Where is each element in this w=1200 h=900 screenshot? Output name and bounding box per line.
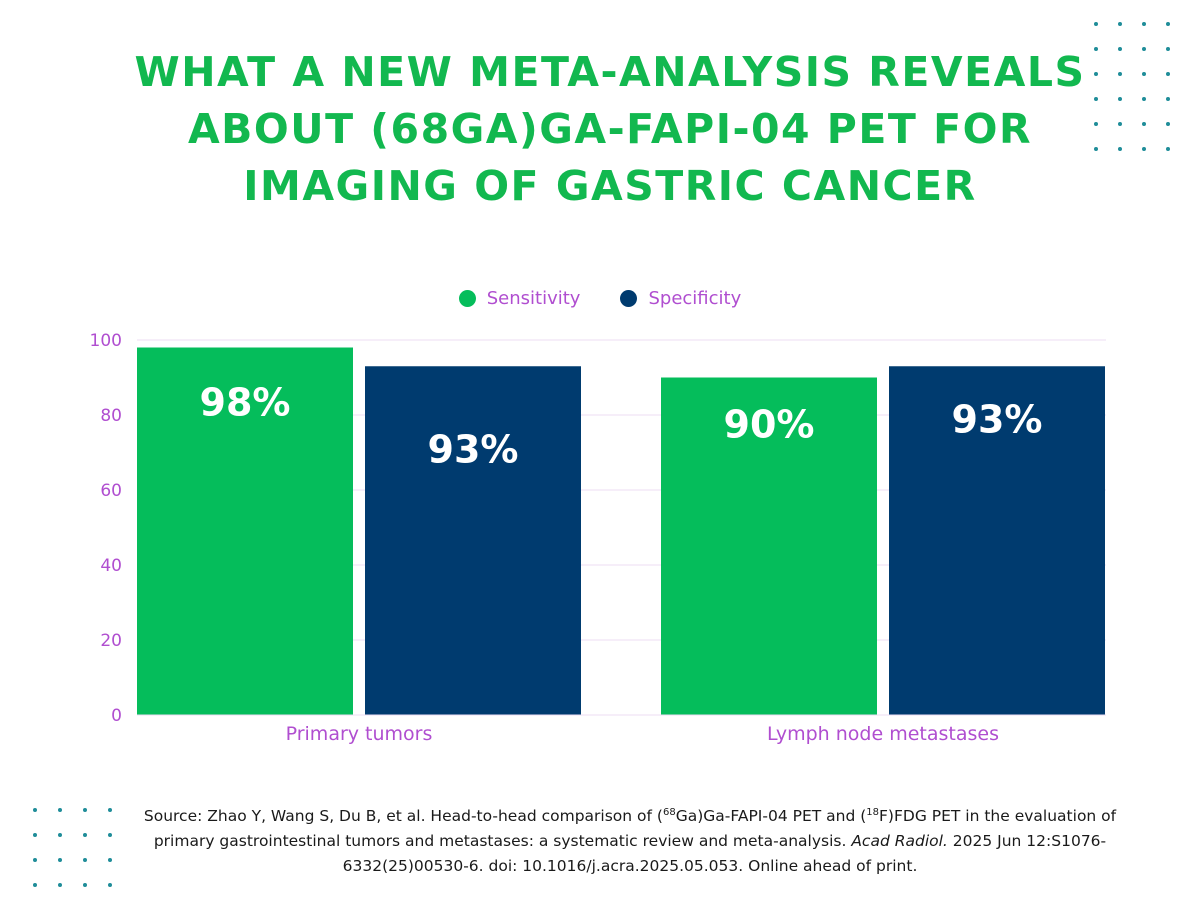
bar-specificity <box>889 366 1105 715</box>
y-tick-label: 80 <box>100 406 122 426</box>
source-sup-68: 68 <box>662 807 676 818</box>
decorative-dot <box>83 858 87 862</box>
decorative-dot <box>58 858 62 862</box>
x-category-label: Lymph node metastases <box>767 723 999 745</box>
bar-sensitivity <box>661 377 877 715</box>
decorative-dot <box>33 858 37 862</box>
decorative-dot <box>108 858 112 862</box>
decorative-dot-grid-top-right <box>1094 22 1170 151</box>
decorative-dot <box>1142 47 1146 51</box>
decorative-dot <box>108 883 112 887</box>
page-title: WHAT A NEW META-ANALYSIS REVEALS ABOUT (… <box>134 48 1086 210</box>
decorative-dot <box>1166 97 1170 101</box>
decorative-dot <box>33 883 37 887</box>
decorative-dot <box>1118 47 1122 51</box>
y-tick-label: 20 <box>100 631 122 651</box>
source-mid-1: Ga)Ga-FAPI-04 PET and ( <box>675 807 867 826</box>
source-sup-18: 18 <box>866 807 880 818</box>
y-tick-label: 60 <box>100 481 122 501</box>
data-label: 90% <box>724 403 815 447</box>
decorative-dot <box>58 883 62 887</box>
bar-sensitivity <box>137 347 353 715</box>
y-tick-label: 40 <box>100 556 122 576</box>
chart-legend: Sensitivity Specificity <box>0 288 1200 309</box>
decorative-dot <box>1094 122 1098 126</box>
legend-label-sensitivity: Sensitivity <box>486 288 581 309</box>
legend-label-specificity: Specificity <box>648 288 742 309</box>
data-label: 93% <box>952 397 1043 441</box>
bar-specificity <box>365 366 581 715</box>
decorative-dot <box>58 833 62 837</box>
decorative-dot <box>1166 22 1170 26</box>
data-label: 98% <box>200 381 291 425</box>
y-tick-label: 0 <box>111 706 122 726</box>
source-suffix: 2025 Jun 12:S1076-6332(25)00530-6. doi: … <box>342 832 1107 876</box>
decorative-dot <box>1118 97 1122 101</box>
decorative-dot <box>58 808 62 812</box>
decorative-dot <box>108 808 112 812</box>
legend-swatch-sensitivity-icon <box>458 290 476 307</box>
y-tick-label: 100 <box>90 331 122 351</box>
decorative-dot <box>83 808 87 812</box>
decorative-dot <box>1118 22 1122 26</box>
decorative-dot <box>1094 147 1098 151</box>
decorative-dot <box>1142 72 1146 76</box>
decorative-dot <box>83 883 87 887</box>
decorative-dot <box>1118 122 1122 126</box>
source-citation: Source: Zhao Y, Wang S, Du B, et al. Hea… <box>115 800 1145 879</box>
legend-item-specificity: Specificity <box>620 288 741 309</box>
legend-swatch-specificity-icon <box>620 290 638 307</box>
decorative-dot <box>1166 47 1170 51</box>
decorative-dot <box>1094 97 1098 101</box>
decorative-dot <box>1094 22 1098 26</box>
decorative-dot <box>83 833 87 837</box>
legend-item-sensitivity: Sensitivity <box>458 288 581 309</box>
decorative-dot <box>1142 147 1146 151</box>
decorative-dot <box>1142 22 1146 26</box>
decorative-dot <box>1118 72 1122 76</box>
decorative-dot <box>1166 72 1170 76</box>
decorative-dot <box>33 833 37 837</box>
source-mid-2: F)FDG PET in the evaluation of primary g… <box>153 807 1117 851</box>
decorative-dot <box>1094 72 1098 76</box>
decorative-dot <box>1142 97 1146 101</box>
decorative-dot <box>1142 122 1146 126</box>
decorative-dot <box>1166 147 1170 151</box>
decorative-dot <box>1118 147 1122 151</box>
decorative-dot-grid-bottom-left <box>33 808 112 887</box>
data-label: 93% <box>428 427 519 471</box>
decorative-dot <box>108 833 112 837</box>
source-journal: Acad Radiol. <box>851 832 948 851</box>
source-prefix: Source: Zhao Y, Wang S, Du B, et al. Hea… <box>143 807 663 826</box>
decorative-dot <box>1094 47 1098 51</box>
decorative-dot <box>1166 122 1170 126</box>
decorative-dot <box>33 808 37 812</box>
x-category-label: Primary tumors <box>286 723 433 745</box>
